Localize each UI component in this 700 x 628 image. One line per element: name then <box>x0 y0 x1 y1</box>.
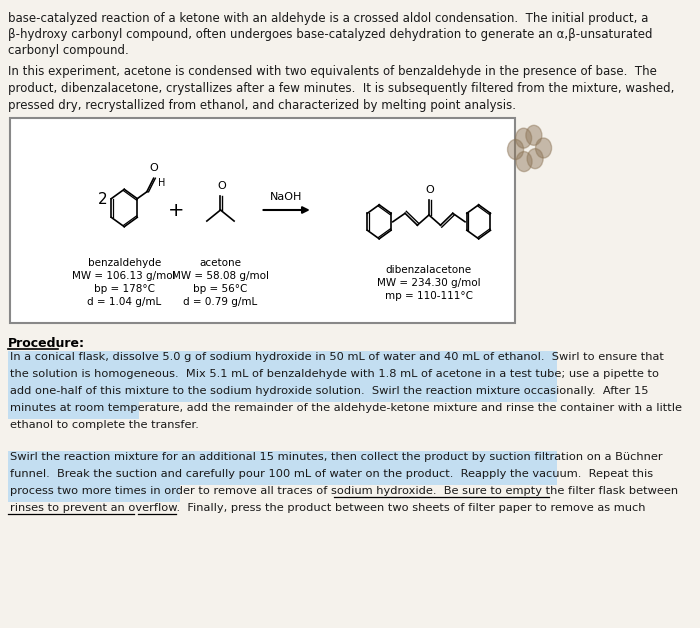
Text: minutes at room temperature, add the remainder of the aldehyde-ketone mixture an: minutes at room temperature, add the rem… <box>10 403 682 413</box>
Text: rinses to prevent an overflow.  Finally, press the product between two sheets of: rinses to prevent an overflow. Finally, … <box>10 503 645 513</box>
Text: acetone: acetone <box>199 258 241 268</box>
Bar <box>10 118 514 323</box>
Text: O: O <box>149 163 158 173</box>
Circle shape <box>536 138 552 158</box>
Bar <box>8 368 557 385</box>
Text: O: O <box>426 185 434 195</box>
Text: bp = 56°C: bp = 56°C <box>193 284 248 294</box>
Text: carbonyl compound.: carbonyl compound. <box>8 44 129 57</box>
Text: H: H <box>158 178 165 188</box>
Circle shape <box>508 139 524 160</box>
Text: pressed dry, recrystallized from ethanol, and characterized by melting point ana: pressed dry, recrystallized from ethanol… <box>8 99 516 112</box>
Circle shape <box>516 128 531 148</box>
Text: β-hydroxy carbonyl compound, often undergoes base-catalyzed dehydration to gener: β-hydroxy carbonyl compound, often under… <box>8 28 652 41</box>
Text: add one-half of this mixture to the sodium hydroxide solution.  Swirl the reacti: add one-half of this mixture to the sodi… <box>10 386 648 396</box>
Text: the solution is homogeneous.  Mix 5.1 mL of benzaldehyde with 1.8 mL of acetone : the solution is homogeneous. Mix 5.1 mL … <box>10 369 659 379</box>
Text: O: O <box>217 181 225 192</box>
Bar <box>8 485 181 502</box>
Text: +: + <box>168 200 185 220</box>
Text: NaOH: NaOH <box>270 192 302 202</box>
Text: Procedure:: Procedure: <box>8 337 85 350</box>
Circle shape <box>526 126 542 145</box>
Text: MW = 234.30 g/mol: MW = 234.30 g/mol <box>377 278 481 288</box>
Text: MW = 106.13 g/mol: MW = 106.13 g/mol <box>73 271 176 281</box>
Text: d = 1.04 g/mL: d = 1.04 g/mL <box>87 297 162 307</box>
Bar <box>8 385 557 402</box>
Bar <box>8 468 557 485</box>
Text: process two more times in order to remove all traces of sodium hydroxide.  Be su: process two more times in order to remov… <box>10 486 678 496</box>
Text: bp = 178°C: bp = 178°C <box>94 284 155 294</box>
Bar <box>8 402 139 419</box>
Text: mp = 110-111°C: mp = 110-111°C <box>385 291 473 301</box>
Text: 2: 2 <box>98 193 107 207</box>
Text: benzaldehyde: benzaldehyde <box>88 258 161 268</box>
Bar <box>8 451 557 468</box>
Text: dibenzalacetone: dibenzalacetone <box>386 265 472 275</box>
Text: funnel.  Break the suction and carefully pour 100 mL of water on the product.  R: funnel. Break the suction and carefully … <box>10 469 652 479</box>
Text: d = 0.79 g/mL: d = 0.79 g/mL <box>183 297 258 307</box>
Text: Swirl the reaction mixture for an additional 15 minutes, then collect the produc: Swirl the reaction mixture for an additi… <box>10 452 662 462</box>
Text: base-catalyzed reaction of a ketone with an aldehyde is a crossed aldol condensa: base-catalyzed reaction of a ketone with… <box>8 12 648 25</box>
Text: product, dibenzalacetone, crystallizes after a few minutes.  It is subsequently : product, dibenzalacetone, crystallizes a… <box>8 82 674 95</box>
Text: ethanol to complete the transfer.: ethanol to complete the transfer. <box>10 420 199 430</box>
Text: In this experiment, acetone is condensed with two equivalents of benzaldehyde in: In this experiment, acetone is condensed… <box>8 65 657 78</box>
Circle shape <box>516 151 532 171</box>
Text: MW = 58.08 g/mol: MW = 58.08 g/mol <box>172 271 269 281</box>
Circle shape <box>527 149 543 169</box>
Text: In a conical flask, dissolve 5.0 g of sodium hydroxide in 50 mL of water and 40 : In a conical flask, dissolve 5.0 g of so… <box>10 352 664 362</box>
Bar <box>8 351 557 368</box>
